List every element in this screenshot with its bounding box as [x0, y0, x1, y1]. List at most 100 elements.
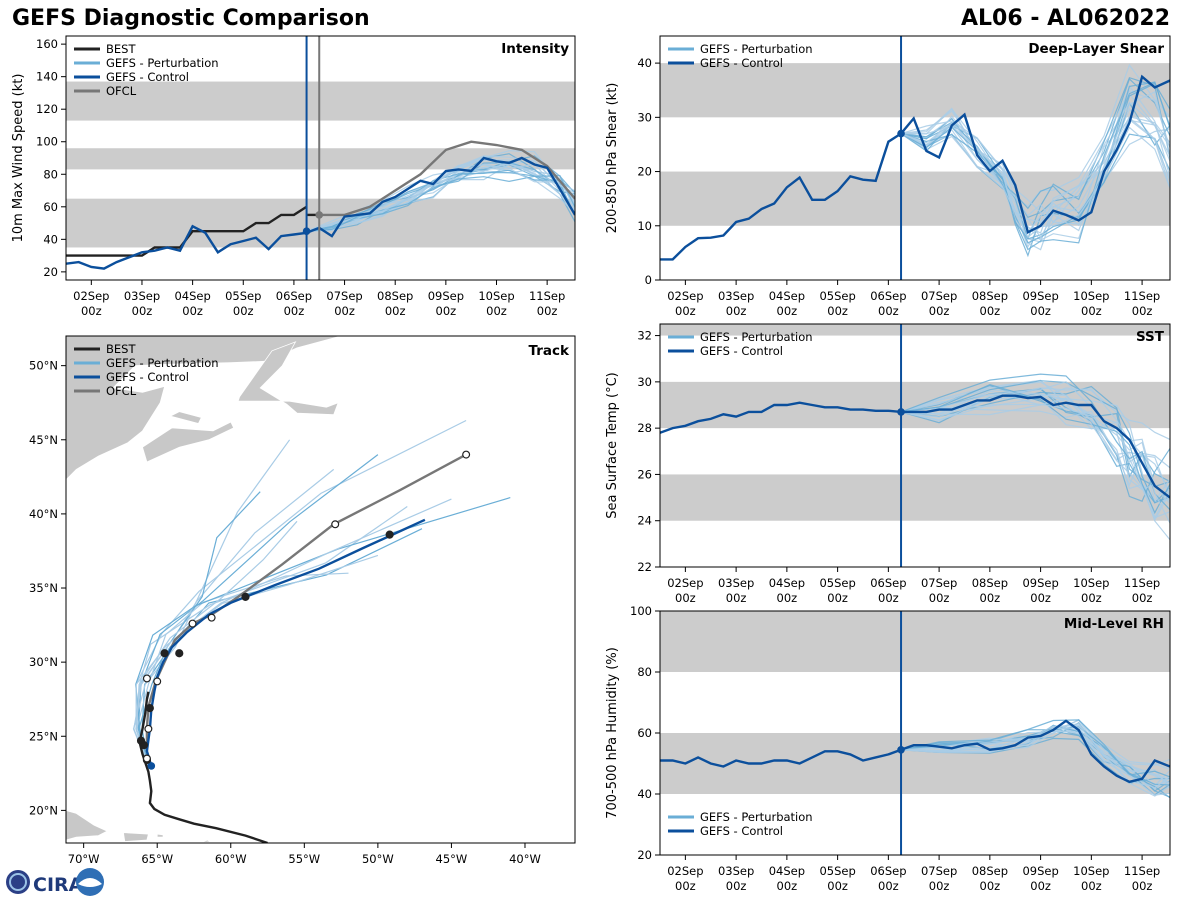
panel-title: Mid-Level RH — [1064, 616, 1164, 632]
x-tick-sublabel: 00z — [1030, 879, 1051, 893]
x-tick-sublabel: 00z — [878, 304, 899, 318]
x-tick-sublabel: 00z — [827, 304, 848, 318]
legend-label: GEFS - Control — [106, 370, 189, 384]
x-tick-label: 08Sep — [972, 576, 1008, 590]
perturbation-member-line — [900, 387, 1170, 440]
map-frame — [65, 335, 576, 844]
plot-frame — [659, 35, 1171, 281]
control-line — [660, 719, 1170, 784]
y-axis-label: Sea Surface Temp (°C) — [605, 372, 620, 519]
logo-ring-icon — [9, 873, 27, 891]
perturbation-member-line — [900, 380, 1170, 504]
x-tick-label: 06Sep — [870, 576, 906, 590]
x-tick-sublabel: 00z — [1030, 304, 1051, 318]
control-init-marker — [897, 129, 905, 138]
best-track-point — [241, 592, 250, 602]
sst-panel: 02Sep00z03Sep00z04Sep00z05Sep00z06Sep00z… — [605, 323, 1171, 605]
legend-label: BEST — [106, 42, 136, 56]
shaded-band — [660, 324, 1170, 336]
control-init-marker — [897, 745, 905, 754]
x-tick-label: 08Sep — [377, 289, 413, 303]
x-tick-label: 03Sep — [718, 576, 754, 590]
lon-tick-label: 60°W — [215, 852, 247, 866]
plot-area — [66, 81, 575, 270]
x-tick-label: 08Sep — [972, 864, 1008, 878]
panel-title: Track — [529, 343, 570, 359]
perturbation-track — [135, 498, 452, 767]
x-tick-sublabel: 00z — [385, 304, 406, 318]
noaa-bird-icon — [78, 878, 102, 887]
x-tick-label: 07Sep — [921, 289, 957, 303]
perturbation-member-line — [900, 107, 1170, 251]
x-tick-label: 09Sep — [428, 289, 464, 303]
x-tick-label: 11Sep — [1124, 289, 1160, 303]
x-tick-sublabel: 00z — [675, 879, 696, 893]
y-axis-label: 10m Max Wind Speed (kt) — [11, 74, 26, 243]
x-tick-label: 02Sep — [667, 289, 703, 303]
land-polygon — [122, 832, 149, 842]
perturbation-member-line — [900, 116, 1170, 239]
x-tick-sublabel: 00z — [980, 879, 1001, 893]
perturbation-member-line — [900, 101, 1170, 224]
x-tick-sublabel: 00z — [81, 304, 102, 318]
perturbation-track — [138, 491, 261, 767]
y-tick-label: 10 — [637, 219, 652, 233]
x-tick-sublabel: 00z — [1132, 879, 1153, 893]
perturbation-member-line — [900, 385, 1170, 488]
y-tick-label: 60 — [637, 726, 652, 740]
lon-tick-label: 50°W — [362, 852, 394, 866]
x-tick-label: 02Sep — [667, 864, 703, 878]
y-tick-label: 20 — [43, 265, 58, 279]
best-track-line — [138, 691, 268, 843]
legend-label: GEFS - Control — [700, 824, 783, 838]
x-tick-label: 09Sep — [1022, 289, 1058, 303]
x-tick-sublabel: 00z — [777, 879, 798, 893]
perturbation-member-line — [900, 84, 1170, 223]
x-tick-label: 04Sep — [769, 289, 805, 303]
x-tick-label: 11Sep — [1124, 864, 1160, 878]
best-track-point — [160, 649, 169, 658]
x-tick-sublabel: 00z — [929, 879, 950, 893]
x-tick-label: 08Sep — [972, 289, 1008, 303]
perturbation-member-line — [900, 125, 1170, 223]
x-tick-label: 11Sep — [529, 289, 565, 303]
x-tick-label: 10Sep — [1073, 576, 1109, 590]
x-tick-sublabel: 00z — [980, 591, 1001, 605]
x-tick-label: 04Sep — [174, 289, 210, 303]
x-tick-label: 04Sep — [769, 864, 805, 878]
x-tick-sublabel: 00z — [777, 304, 798, 318]
x-tick-label: 10Sep — [1073, 289, 1109, 303]
perturbation-member-line — [900, 373, 1170, 511]
x-tick-label: 09Sep — [1022, 864, 1058, 878]
x-tick-sublabel: 00z — [1030, 591, 1051, 605]
x-tick-sublabel: 00z — [284, 304, 305, 318]
plot-frame — [659, 323, 1171, 568]
best-track-point — [139, 741, 149, 750]
x-tick-sublabel: 00z — [929, 591, 950, 605]
lon-tick-label: 65°W — [141, 852, 173, 866]
x-tick-label: 06Sep — [870, 289, 906, 303]
x-tick-label: 07Sep — [921, 864, 957, 878]
control-line — [660, 394, 1170, 499]
lat-tick-label: 50°N — [29, 359, 58, 373]
ofcl-track-point — [462, 450, 471, 459]
shaded-band — [66, 198, 575, 248]
plot-area — [660, 63, 1170, 261]
x-tick-sublabel: 00z — [675, 591, 696, 605]
x-tick-label: 05Sep — [225, 289, 261, 303]
x-tick-sublabel: 00z — [827, 591, 848, 605]
x-tick-label: 06Sep — [870, 864, 906, 878]
control-init-marker — [302, 227, 311, 235]
legend-label: GEFS - Perturbation — [700, 330, 813, 344]
land-polygon — [169, 411, 202, 424]
control-track-start — [147, 762, 156, 770]
perturbation-track — [137, 454, 379, 767]
x-tick-label: 03Sep — [718, 864, 754, 878]
land-polygon — [237, 341, 339, 416]
shaded-band — [66, 81, 575, 121]
y-tick-label: 80 — [43, 167, 58, 181]
best-track-point — [385, 530, 394, 539]
control-track-line — [145, 518, 426, 767]
ofcl-init-marker — [315, 211, 324, 219]
